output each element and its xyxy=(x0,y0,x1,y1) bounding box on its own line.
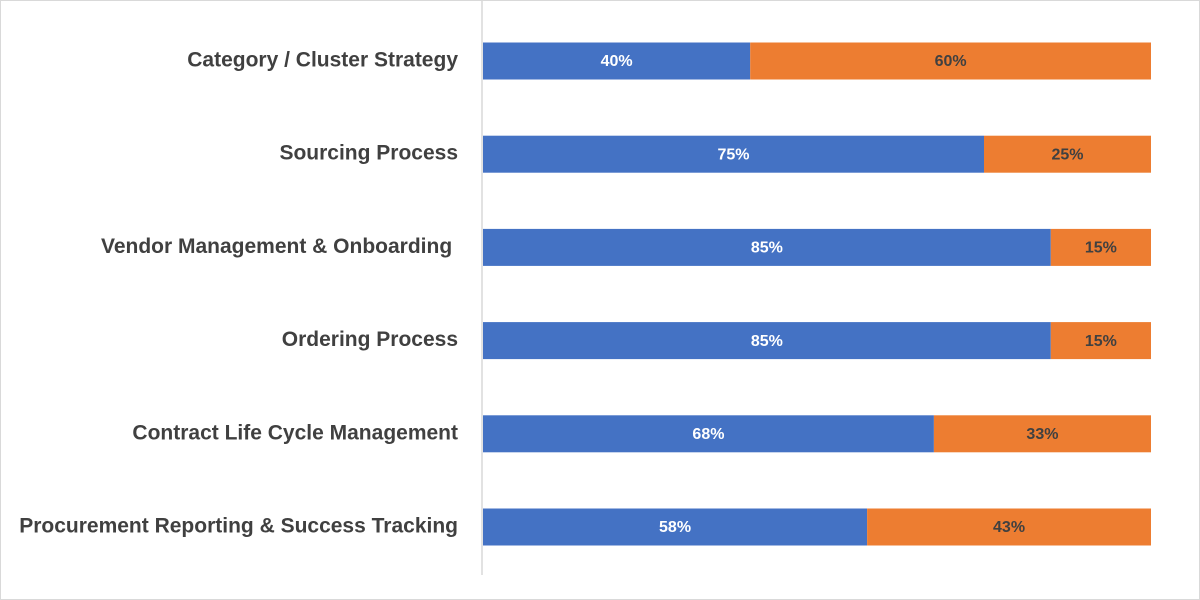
category-label: Contract Life Cycle Management xyxy=(132,421,458,444)
value-label: 40% xyxy=(601,53,633,70)
value-label: 75% xyxy=(717,146,749,163)
bar-segment xyxy=(483,135,984,173)
bar-segment xyxy=(483,42,751,80)
value-label: 68% xyxy=(692,426,724,443)
value-label: 60% xyxy=(935,53,967,70)
bar-segment xyxy=(867,508,1151,546)
value-label: 85% xyxy=(751,240,783,257)
bar-segment xyxy=(483,322,1051,360)
value-label: 15% xyxy=(1085,333,1117,350)
bar-segment xyxy=(483,228,1051,266)
bar-segment xyxy=(750,42,1151,80)
value-label: 58% xyxy=(659,519,691,536)
category-label: Vendor Management & Onboarding xyxy=(101,235,458,258)
value-label: 15% xyxy=(1085,240,1117,257)
value-label: 33% xyxy=(1026,426,1058,443)
bar-segment xyxy=(1050,322,1151,360)
bar-segment xyxy=(1050,228,1151,266)
category-label: Sourcing Process xyxy=(279,142,458,165)
bar-segment xyxy=(483,415,934,453)
bar-segment xyxy=(483,508,868,546)
bar-segment xyxy=(984,135,1151,173)
category-label: Procurement Reporting & Success Tracking xyxy=(19,515,458,538)
category-label: Ordering Process xyxy=(282,328,458,351)
category-label: Category / Cluster Strategy xyxy=(187,49,458,72)
value-label: 85% xyxy=(751,333,783,350)
value-label: 25% xyxy=(1051,146,1083,163)
value-label: 43% xyxy=(993,519,1025,536)
bar-segment xyxy=(933,415,1151,453)
